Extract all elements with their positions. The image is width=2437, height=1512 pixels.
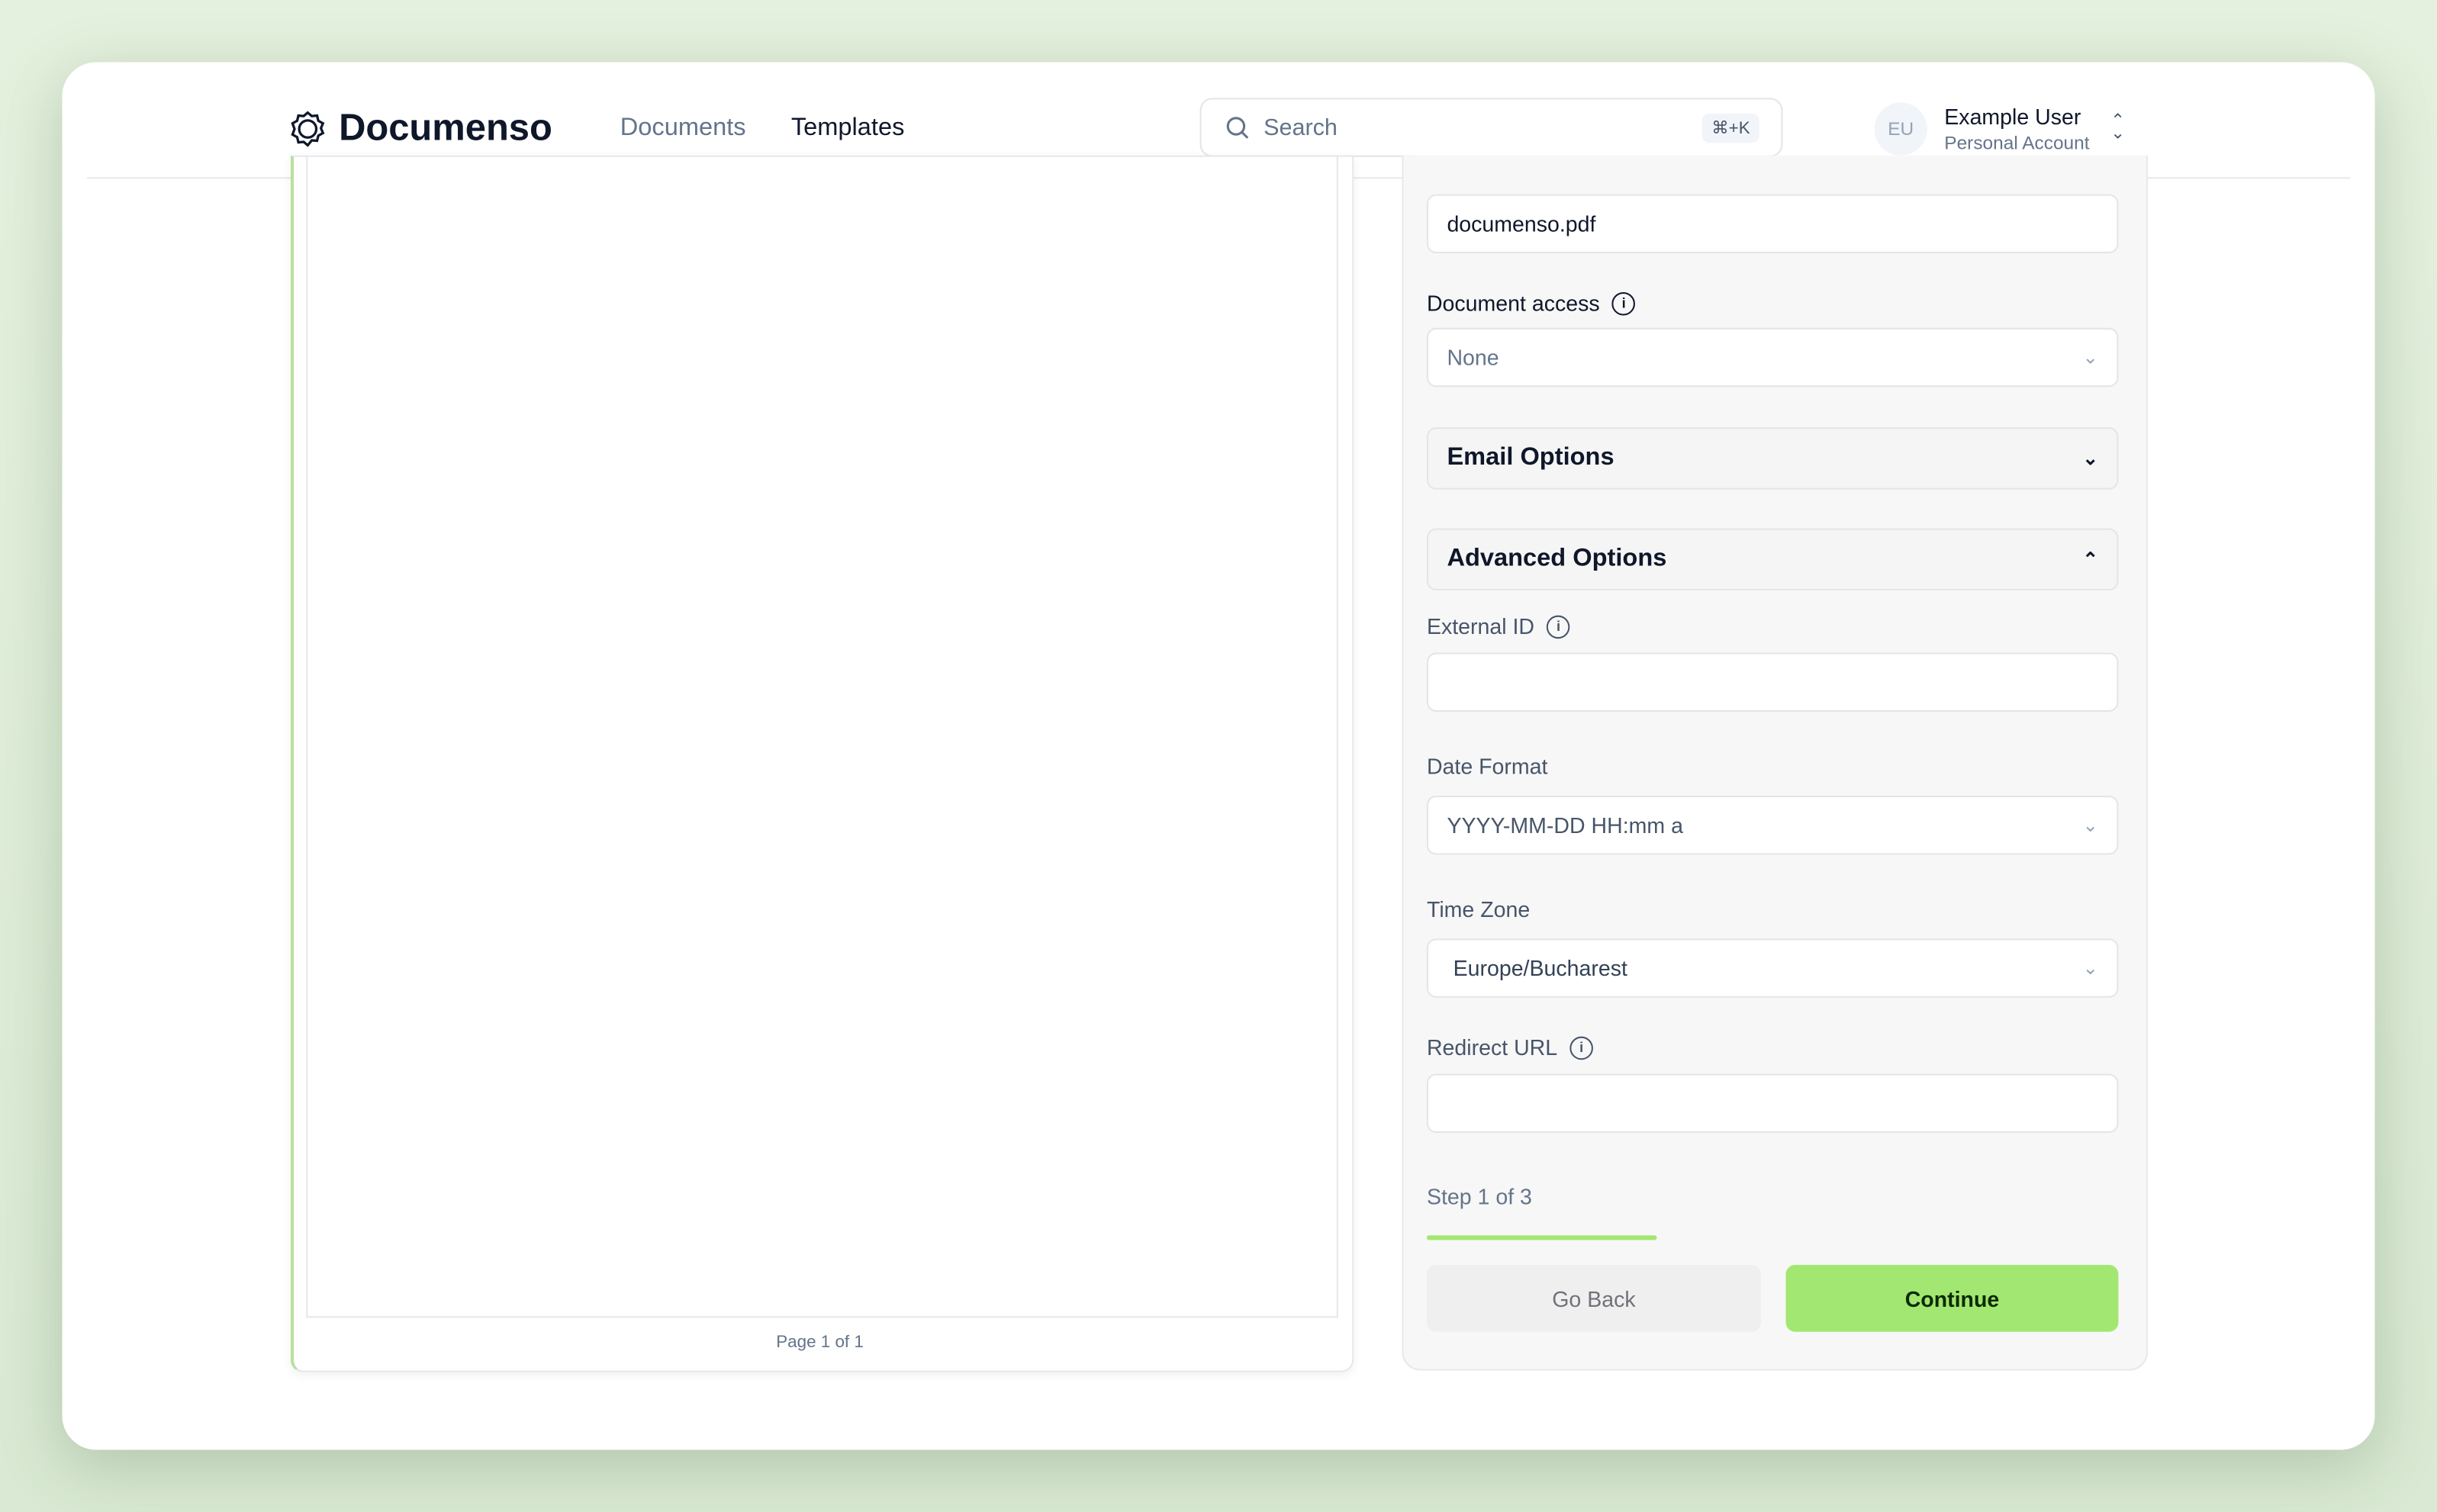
date-format-select[interactable]: YYYY-MM-DD HH:mm a ⌄ (1426, 795, 2119, 855)
chevron-down-icon: ⌄ (2082, 346, 2098, 368)
chevron-up-icon: ⌃ (2082, 549, 2098, 571)
info-icon[interactable]: i (1569, 1035, 1593, 1060)
brand-logo[interactable]: Documenso (289, 108, 552, 151)
step-progress-bar (1426, 1235, 2118, 1240)
time-zone-value: Europe/Bucharest (1453, 955, 1627, 981)
go-back-button[interactable]: Go Back (1426, 1265, 1761, 1332)
info-icon[interactable]: i (1547, 614, 1570, 639)
external-id-input[interactable] (1426, 652, 2119, 712)
account-type: Personal Account (1944, 132, 2090, 154)
search-placeholder: Search (1264, 114, 1338, 141)
brand-name: Documenso (339, 107, 552, 150)
pdf-page (306, 155, 1338, 1318)
app-window: Documenso Documents Templates Search ⌘+K… (62, 62, 2375, 1450)
chevron-down-icon: ⌄ (2082, 957, 2098, 980)
document-access-value: None (1447, 345, 1499, 370)
date-format-label: Date Format (1426, 753, 1548, 779)
pdf-preview-card (290, 155, 1354, 1372)
external-id-label-text: External ID (1426, 613, 1535, 639)
avatar[interactable]: EU (1874, 102, 1927, 156)
document-access-label-text: Document access (1426, 290, 1600, 316)
document-access-label: Document access i (1427, 291, 1636, 316)
search-shortcut: ⌘+K (1701, 112, 1759, 143)
documenso-logo-icon (291, 111, 325, 147)
user-name[interactable]: Example User (1944, 104, 2081, 130)
time-zone-label: Time Zone (1426, 896, 1531, 922)
redirect-url-label-text: Redirect URL (1426, 1034, 1558, 1060)
chevron-down-icon: ⌄ (2082, 814, 2098, 836)
external-id-label: External ID i (1427, 614, 1570, 639)
email-options-label: Email Options (1447, 444, 1614, 471)
advanced-options-label: Advanced Options (1447, 545, 1667, 572)
step-indicator: Step 1 of 3 (1426, 1184, 1532, 1209)
title-input[interactable]: documenso.pdf (1426, 194, 2119, 254)
info-icon[interactable]: i (1611, 291, 1636, 315)
nav-documents[interactable]: Documents (620, 114, 746, 142)
search-icon (1226, 117, 1249, 139)
redirect-url-label: Redirect URL i (1427, 1035, 1593, 1060)
step-progress-fill (1426, 1235, 1658, 1240)
chevron-down-icon: ⌄ (2082, 447, 2098, 470)
redirect-url-input[interactable] (1426, 1073, 2119, 1133)
email-options-accordion[interactable]: Email Options ⌄ (1426, 427, 2119, 490)
nav-templates[interactable]: Templates (790, 114, 905, 142)
page-indicator: Page 1 of 1 (776, 1333, 864, 1353)
continue-button[interactable]: Continue (1785, 1265, 2119, 1332)
time-zone-select[interactable]: Europe/Bucharest ⌄ (1426, 938, 2119, 998)
search-input[interactable]: Search ⌘+K (1199, 98, 1783, 157)
date-format-value: YYYY-MM-DD HH:mm a (1447, 812, 1683, 838)
advanced-options-accordion[interactable]: Advanced Options ⌃ (1426, 528, 2119, 591)
document-access-select[interactable]: None ⌄ (1426, 327, 2119, 388)
account-switcher-chevron-icon[interactable]: ⌃ ⌄ (2110, 111, 2126, 143)
